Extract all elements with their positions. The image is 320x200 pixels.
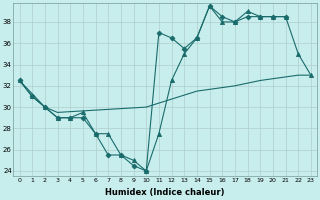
X-axis label: Humidex (Indice chaleur): Humidex (Indice chaleur) [106,188,225,197]
